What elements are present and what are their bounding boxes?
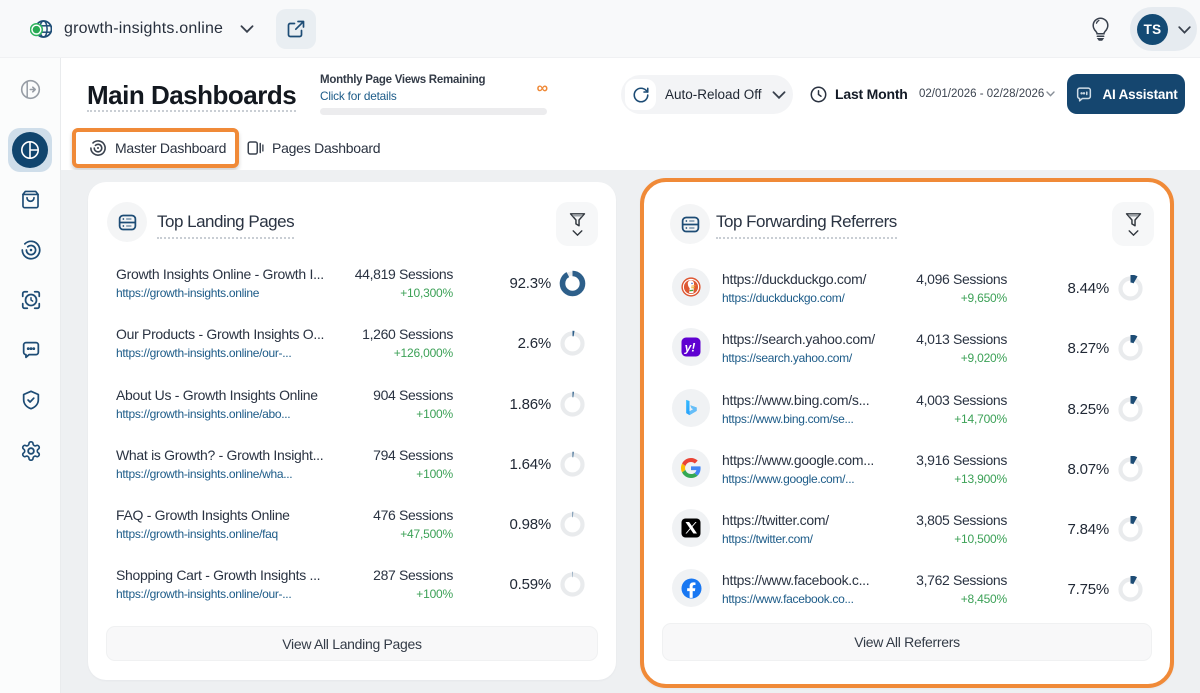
svg-text:y!: y! (684, 341, 696, 355)
